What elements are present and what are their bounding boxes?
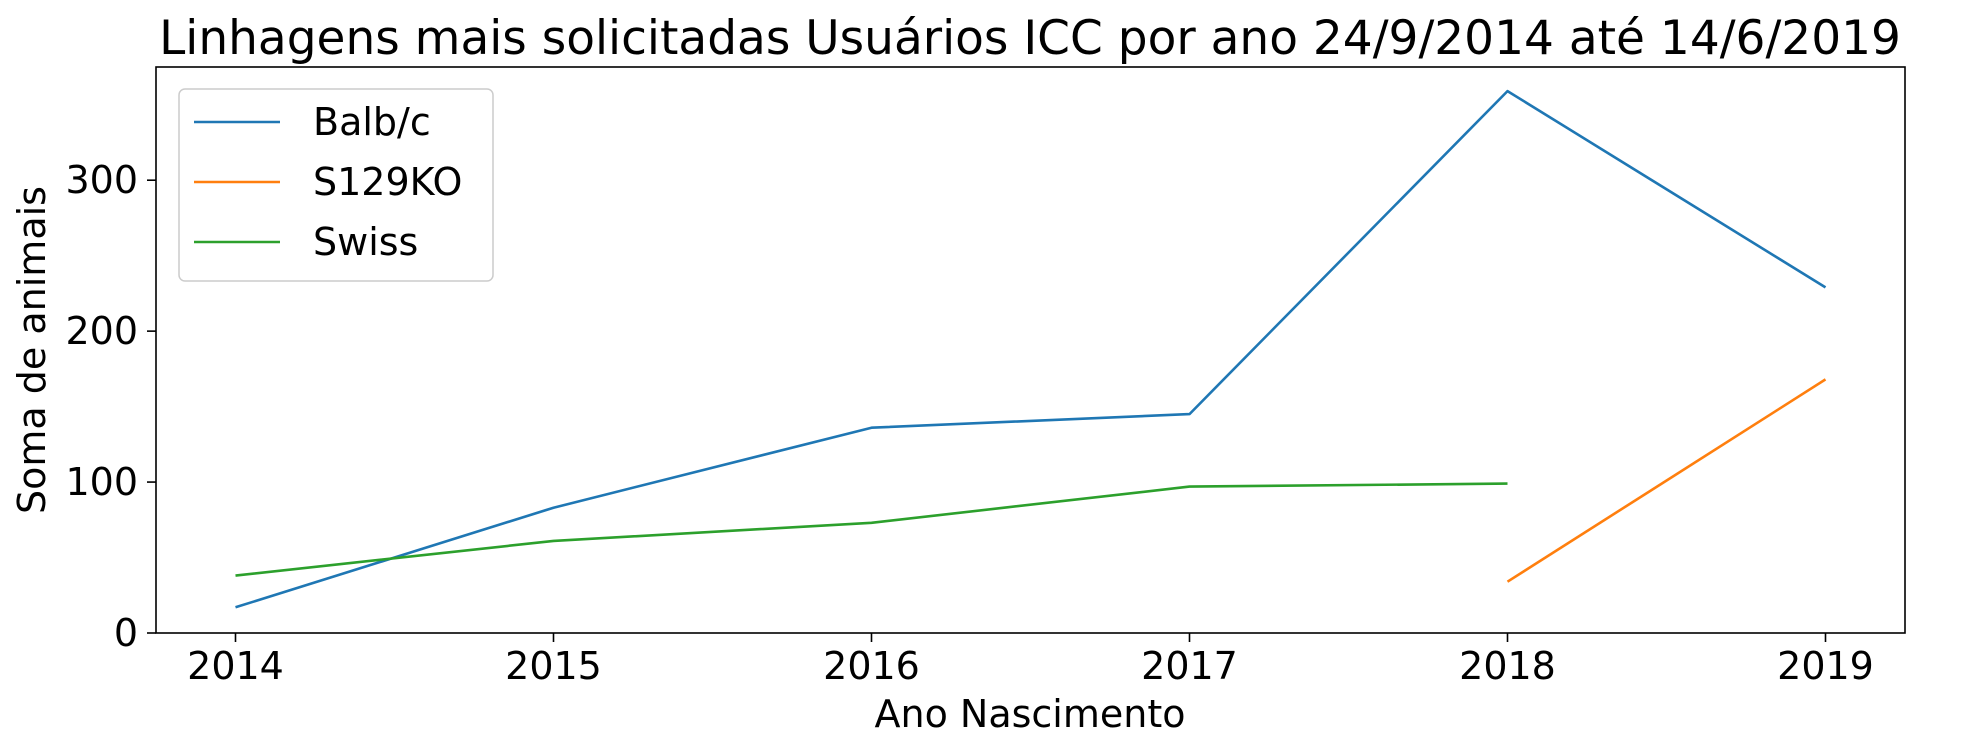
- legend-label-1: S129KO: [313, 160, 462, 204]
- x-tick-label: 2019: [1777, 644, 1874, 688]
- chart-title: Linhagens mais solicitadas Usuários ICC …: [159, 11, 1901, 66]
- series-line-2: [235, 482, 1508, 577]
- x-tick-label: 2016: [823, 644, 920, 688]
- plot-area-frame: [155, 66, 1906, 634]
- series-line-1: [1506, 378, 1827, 583]
- series-line-0: [235, 89, 1827, 609]
- y-tick-label: 200: [65, 309, 138, 353]
- x-tick-label: 2017: [1141, 644, 1238, 688]
- x-tick-label: 2018: [1459, 644, 1556, 688]
- legend-label-0: Balb/c: [313, 100, 431, 144]
- series-layer: [235, 89, 1827, 609]
- legend: Balb/c S129KO Swiss: [178, 88, 494, 282]
- y-axis: 0 100 200 300: [65, 158, 156, 655]
- y-tick-label: 100: [65, 460, 138, 504]
- x-tick-label: 2015: [505, 644, 602, 688]
- y-tick-label: 300: [65, 158, 138, 202]
- x-axis-label: Ano Nascimento: [875, 692, 1186, 736]
- y-tick-label: 0: [114, 611, 138, 655]
- legend-box: [178, 88, 494, 282]
- x-tick-label: 2014: [187, 644, 284, 688]
- x-axis: 2014 2015 2016 2017 2018 2019: [187, 633, 1874, 688]
- legend-label-2: Swiss: [313, 220, 418, 264]
- y-axis-label: Soma de animais: [10, 186, 54, 514]
